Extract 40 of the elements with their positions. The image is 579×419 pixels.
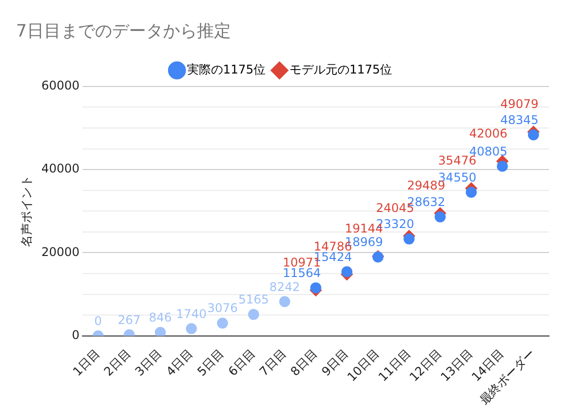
y-tick-label: 40000 bbox=[41, 162, 80, 176]
data-label: 3076 bbox=[207, 301, 238, 316]
point bbox=[466, 186, 477, 198]
data-label: 48345 bbox=[500, 112, 539, 127]
data-label: 1740 bbox=[176, 306, 207, 321]
data-label: 42006 bbox=[469, 126, 508, 140]
point bbox=[341, 266, 352, 278]
x-tick-label: 6日目 bbox=[226, 346, 258, 379]
point bbox=[310, 282, 322, 294]
point bbox=[279, 296, 290, 308]
legend-label: 実際の1175位 bbox=[186, 62, 266, 77]
chart-title: 7日目までのデータから推定 bbox=[16, 22, 231, 42]
point bbox=[404, 233, 415, 244]
x-tick-label: 2日目 bbox=[101, 346, 134, 379]
data-label: 846 bbox=[148, 310, 172, 325]
x-tick-label: 1日目 bbox=[70, 346, 102, 379]
data-label: 49079 bbox=[500, 96, 539, 111]
y-axis-title: 名声ポイント bbox=[19, 175, 34, 248]
x-tick-label: 8日目 bbox=[288, 346, 320, 379]
point bbox=[248, 308, 260, 320]
point bbox=[528, 129, 539, 140]
point bbox=[217, 318, 228, 329]
data-label: 11564 bbox=[282, 266, 321, 280]
data-label: 5165 bbox=[238, 292, 269, 307]
y-tick-label: 0 bbox=[72, 328, 80, 342]
y-tick-label: 60000 bbox=[41, 78, 80, 93]
legend-label: モデル元の1175位 bbox=[290, 62, 392, 77]
point bbox=[186, 323, 197, 334]
y-tick-label: 20000 bbox=[41, 244, 80, 259]
data-label: 0 bbox=[94, 314, 102, 328]
x-tick-label: 4日目 bbox=[163, 346, 196, 379]
x-tick-label: 5日目 bbox=[194, 346, 227, 379]
x-tick-label: 3日目 bbox=[132, 346, 165, 379]
x-tick-label: 7日目 bbox=[256, 346, 290, 379]
point bbox=[154, 326, 166, 336]
data-label: 35476 bbox=[438, 154, 476, 168]
point bbox=[496, 160, 508, 172]
point bbox=[434, 211, 446, 222]
data-label: 8242 bbox=[269, 280, 300, 294]
data-label: 267 bbox=[118, 312, 141, 327]
